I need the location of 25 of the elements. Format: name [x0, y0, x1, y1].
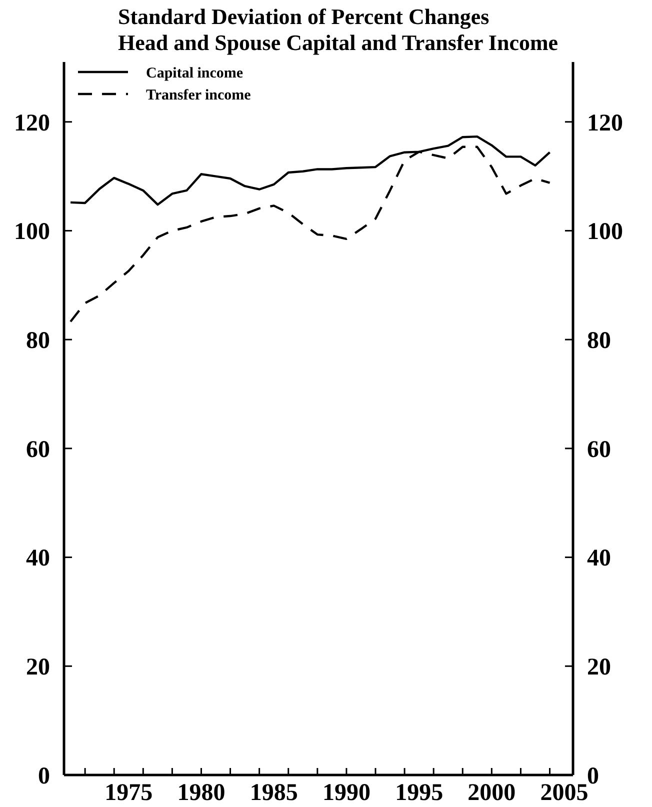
y2-tick-label: 40	[587, 546, 611, 572]
y2-tick-label: 0	[587, 763, 599, 790]
x-tick-label: 1995	[395, 780, 444, 806]
x-tick-label: 2000	[468, 780, 516, 806]
y-tick-label: 80	[26, 328, 50, 354]
legend-label: Transfer income	[146, 87, 252, 104]
y2-tick-label: 20	[587, 654, 611, 681]
y-tick-label: 100	[14, 219, 50, 246]
x-tick-label: 1975	[104, 780, 153, 806]
y-tick-label: 20	[26, 654, 50, 681]
y-tick-label: 40	[26, 546, 50, 572]
y-tick-label: 60	[26, 436, 50, 463]
y2-tick-label: 100	[587, 219, 623, 246]
y-tick-label: 120	[14, 110, 50, 136]
x-tick-label: 1985	[250, 780, 298, 806]
x-tick-label: 1990	[322, 780, 370, 806]
y2-tick-label: 80	[587, 328, 611, 354]
y2-tick-label: 60	[587, 436, 611, 463]
x-tick-label: 2005	[540, 780, 588, 806]
y-tick-label: 0	[38, 763, 50, 790]
chart-title: Standard Deviation of Percent Changes	[118, 4, 490, 29]
chart-subtitle: Head and Spouse Capital and Transfer Income	[118, 30, 558, 55]
y2-tick-label: 120	[587, 110, 623, 136]
x-tick-label: 1980	[177, 780, 226, 806]
legend-label: Capital income	[146, 65, 244, 82]
